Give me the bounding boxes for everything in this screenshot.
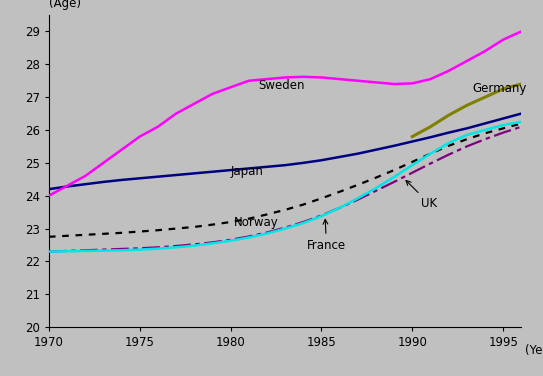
Text: Sweden: Sweden <box>258 79 304 92</box>
Text: Germany: Germany <box>472 82 527 95</box>
Text: France: France <box>307 220 346 252</box>
Text: UK: UK <box>406 180 438 210</box>
Text: (Age): (Age) <box>49 0 81 10</box>
Text: Norway: Norway <box>234 216 279 229</box>
Text: (Year): (Year) <box>525 344 543 356</box>
Text: Japan: Japan <box>231 165 263 178</box>
